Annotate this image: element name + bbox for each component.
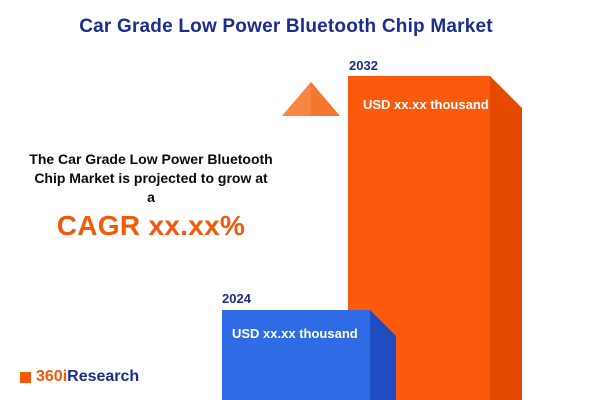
growth-arrow-icon: [282, 82, 340, 286]
logo-square-icon: [20, 371, 31, 383]
growth-note: The Car Grade Low Power Bluetooth Chip M…: [0, 150, 302, 241]
bar-2024-year-label: 2024: [222, 291, 251, 306]
bar-2024-front: [222, 310, 370, 400]
bar-2024-value-label: USD xx.xx thousand: [232, 326, 358, 341]
logo-text-360i: 360i: [36, 368, 68, 385]
logo-text: 360iResearch: [36, 368, 139, 386]
growth-note-line-2: Chip Market is projected to grow at: [34, 170, 268, 186]
logo: 360iResearch: [20, 368, 139, 386]
chart-title: Car Grade Low Power Bluetooth Chip Marke…: [79, 16, 493, 37]
cagr-text: CAGR xx.xx%: [56, 210, 246, 241]
bar-2032-value-label: USD xx.xx thousand: [363, 97, 489, 112]
growth-note-line-3: a: [147, 189, 155, 205]
bar-2032-side: [490, 76, 522, 400]
bar-2032-year-label: 2032: [349, 58, 378, 73]
logo-text-research: Research: [67, 368, 140, 385]
growth-note-line-1: The Car Grade Low Power Bluetooth: [29, 151, 273, 167]
